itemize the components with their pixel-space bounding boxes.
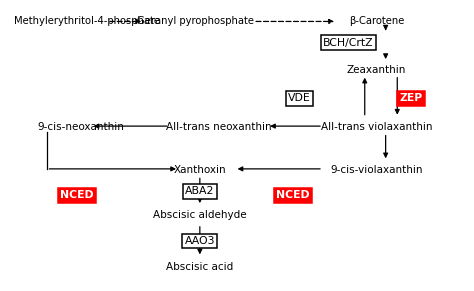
Text: 9-cis-neoxanthin: 9-cis-neoxanthin — [37, 122, 124, 132]
Text: VDE: VDE — [288, 93, 311, 103]
Text: ABA2: ABA2 — [185, 186, 215, 196]
Text: 9-cis-violaxanthin: 9-cis-violaxanthin — [330, 165, 423, 175]
Text: All-trans neoxanthin: All-trans neoxanthin — [165, 122, 271, 132]
Text: Geranyl pyrophosphate: Geranyl pyrophosphate — [137, 17, 254, 26]
Text: Zeaxanthin: Zeaxanthin — [346, 65, 406, 75]
Text: Abscisic acid: Abscisic acid — [166, 262, 234, 272]
Text: NCED: NCED — [276, 190, 310, 200]
Text: ZEP: ZEP — [400, 93, 423, 103]
Text: Abscisic aldehyde: Abscisic aldehyde — [153, 210, 246, 220]
Text: BCH/CrtZ: BCH/CrtZ — [323, 38, 374, 48]
Text: NCED: NCED — [60, 190, 93, 200]
Text: AAO3: AAO3 — [184, 236, 215, 246]
Text: Xanthoxin: Xanthoxin — [173, 165, 226, 175]
Text: All-trans violaxanthin: All-trans violaxanthin — [320, 122, 432, 132]
Text: Methylerythritol-4-phosphate: Methylerythritol-4-phosphate — [14, 17, 160, 26]
Text: β-Carotene: β-Carotene — [349, 17, 404, 26]
